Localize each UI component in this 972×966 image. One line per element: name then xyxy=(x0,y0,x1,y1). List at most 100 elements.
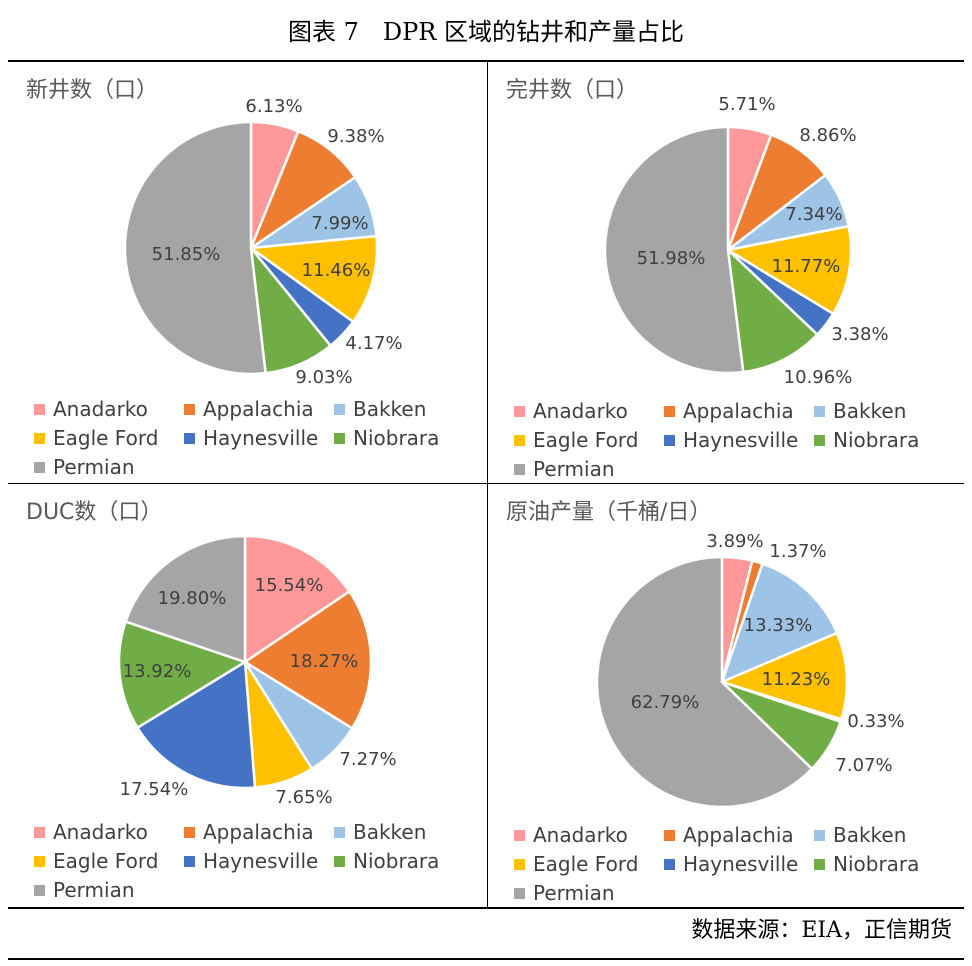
legend-label: Haynesville xyxy=(683,852,799,876)
legend-item-appalachia: Appalachia xyxy=(664,821,794,849)
data-label-permian: 62.79% xyxy=(631,692,700,713)
pie-chart-duc: 15.54% 18.27% 7.27% 7.65% 17.54% 13.92% 19.80% xyxy=(117,534,397,808)
legend-swatch xyxy=(184,827,195,838)
legend-swatch xyxy=(664,406,675,417)
legend-swatch xyxy=(334,827,345,838)
legend-item-permian: Permian xyxy=(514,455,615,483)
middle-rule xyxy=(8,483,964,484)
panel-title: DUC数（口） xyxy=(26,500,163,525)
data-label-niobrara: 9.03% xyxy=(295,367,352,388)
legend-swatch xyxy=(514,406,525,417)
data-label-anadarko: 5.71% xyxy=(718,94,775,115)
panel-title: 原油产量（千桶/日） xyxy=(506,500,712,525)
legend-label: Bakken xyxy=(833,823,907,847)
pie-panel-duc: DUC数（口） 15.54% 18.27% 7.27% 7.65% 17.54% 13.9… xyxy=(8,484,487,907)
legend-swatch xyxy=(514,830,525,841)
data-label-permian: 51.85% xyxy=(152,244,221,265)
bottom-rule-2 xyxy=(8,958,964,960)
data-label-permian: 51.98% xyxy=(637,248,706,269)
data-label-anadarko: 6.13% xyxy=(245,96,302,117)
legend-item-niobrara: Niobrara xyxy=(814,850,919,878)
legend-label: Bakken xyxy=(833,399,907,423)
pie-slice-anadarko xyxy=(243,534,352,665)
legend-label: Permian xyxy=(53,455,135,479)
data-label-niobrara: 13.92% xyxy=(123,661,192,682)
legend-item-haynesville: Haynesville xyxy=(664,426,798,454)
pie-panel-completed-wells: 完井数（口） 5.71% 8.86% 7.34% 11.77% 3.38% 10.96% 5… xyxy=(488,62,964,483)
data-label-niobrara: 10.96% xyxy=(784,367,853,388)
bottom-rule-1 xyxy=(8,907,964,909)
data-label-niobrara: 7.07% xyxy=(835,755,892,776)
legend-swatch xyxy=(34,856,45,867)
legend-label: Appalachia xyxy=(203,820,314,844)
legend-swatch xyxy=(514,464,525,475)
legend-item-permian: Permian xyxy=(34,876,135,904)
legend-label: Permian xyxy=(533,457,615,481)
legend-item-bakken: Bakken xyxy=(334,395,426,423)
legend-label: Niobrara xyxy=(353,849,440,873)
legend-item-permian: Permian xyxy=(34,453,135,481)
data-label-haynesville: 0.33% xyxy=(847,711,904,732)
legend-item-anadarko: Anadarko xyxy=(34,818,148,846)
legend-swatch xyxy=(334,433,345,444)
legend-item-appalachia: Appalachia xyxy=(184,818,314,846)
legend-item-eagle-ford: Eagle Ford xyxy=(34,424,158,452)
legend-item-appalachia: Appalachia xyxy=(664,397,794,425)
legend-label: Anadarko xyxy=(533,399,628,423)
legend-swatch xyxy=(514,888,525,899)
legend-label: Permian xyxy=(533,881,615,905)
pie-panel-crude-output: 原油产量（千桶/日） 3.89% 1.37% 13.33% 11.23% 0.33% 7.… xyxy=(488,484,964,907)
legend-swatch xyxy=(34,404,45,415)
pie-chart-new-wells: 6.13% 9.38% 7.99% 11.46% 4.17% 9.03% 51.85% xyxy=(123,96,403,388)
legend-swatch xyxy=(334,404,345,415)
legend-swatch xyxy=(34,885,45,896)
data-label-permian: 19.80% xyxy=(158,588,227,609)
data-label-bakken: 7.99% xyxy=(311,213,368,234)
legend-swatch xyxy=(34,433,45,444)
data-label-anadarko: 15.54% xyxy=(255,575,324,596)
legend-item-permian: Permian xyxy=(514,879,615,907)
data-label-eagle-ford: 11.77% xyxy=(772,256,841,277)
legend-label: Haynesville xyxy=(683,428,799,452)
data-label-bakken: 13.33% xyxy=(744,615,813,636)
legend-item-bakken: Bakken xyxy=(814,821,906,849)
top-rule xyxy=(8,60,964,62)
legend-label: Niobrara xyxy=(833,852,920,876)
legend-label: Niobrara xyxy=(353,426,440,450)
legend-item-appalachia: Appalachia xyxy=(184,395,314,423)
legend-label: Anadarko xyxy=(533,823,628,847)
pie-chart-completed-wells: 5.71% 8.86% 7.34% 11.77% 3.38% 10.96% 51.98% xyxy=(603,94,889,388)
legend-label: Eagle Ford xyxy=(533,852,639,876)
legend-swatch xyxy=(514,435,525,446)
figure-title: 图表 7 DPR 区域的钻井和产量占比 xyxy=(288,18,684,46)
legend-swatch xyxy=(34,827,45,838)
pie-slice-eagle-ford xyxy=(724,224,853,316)
legend-swatch xyxy=(334,856,345,867)
legend-label: Appalachia xyxy=(203,397,314,421)
data-label-eagle-ford: 11.23% xyxy=(762,669,831,690)
pie-chart-crude-output: 3.89% 1.37% 13.33% 11.23% 0.33% 7.07% 62.79% xyxy=(595,531,905,809)
pie-slice-appalachia xyxy=(242,589,373,730)
data-label-appalachia: 8.86% xyxy=(799,125,856,146)
data-label-appalachia: 9.38% xyxy=(327,126,384,147)
legend-label: Niobrara xyxy=(833,428,920,452)
pie-slice-niobrara xyxy=(117,619,248,730)
data-label-appalachia: 1.37% xyxy=(769,541,826,562)
legend-swatch xyxy=(184,856,195,867)
legend-label: Permian xyxy=(53,878,135,902)
legend-item-niobrara: Niobrara xyxy=(814,426,919,454)
legend-item-anadarko: Anadarko xyxy=(34,395,148,423)
legend-label: Bakken xyxy=(353,397,427,421)
pie-slice-permian xyxy=(123,120,267,376)
data-label-appalachia: 18.27% xyxy=(290,651,359,672)
pie-slice-permian xyxy=(603,125,745,375)
panel-title: 完井数（口） xyxy=(506,78,639,103)
pie-slice-bakken xyxy=(719,562,839,685)
legend-swatch xyxy=(814,435,825,446)
legend-label: Anadarko xyxy=(53,820,148,844)
legend-swatch xyxy=(514,859,525,870)
legend-item-eagle-ford: Eagle Ford xyxy=(514,426,638,454)
legend-item-haynesville: Haynesville xyxy=(664,850,798,878)
pie-slice-permian xyxy=(595,555,814,809)
legend-swatch xyxy=(814,406,825,417)
